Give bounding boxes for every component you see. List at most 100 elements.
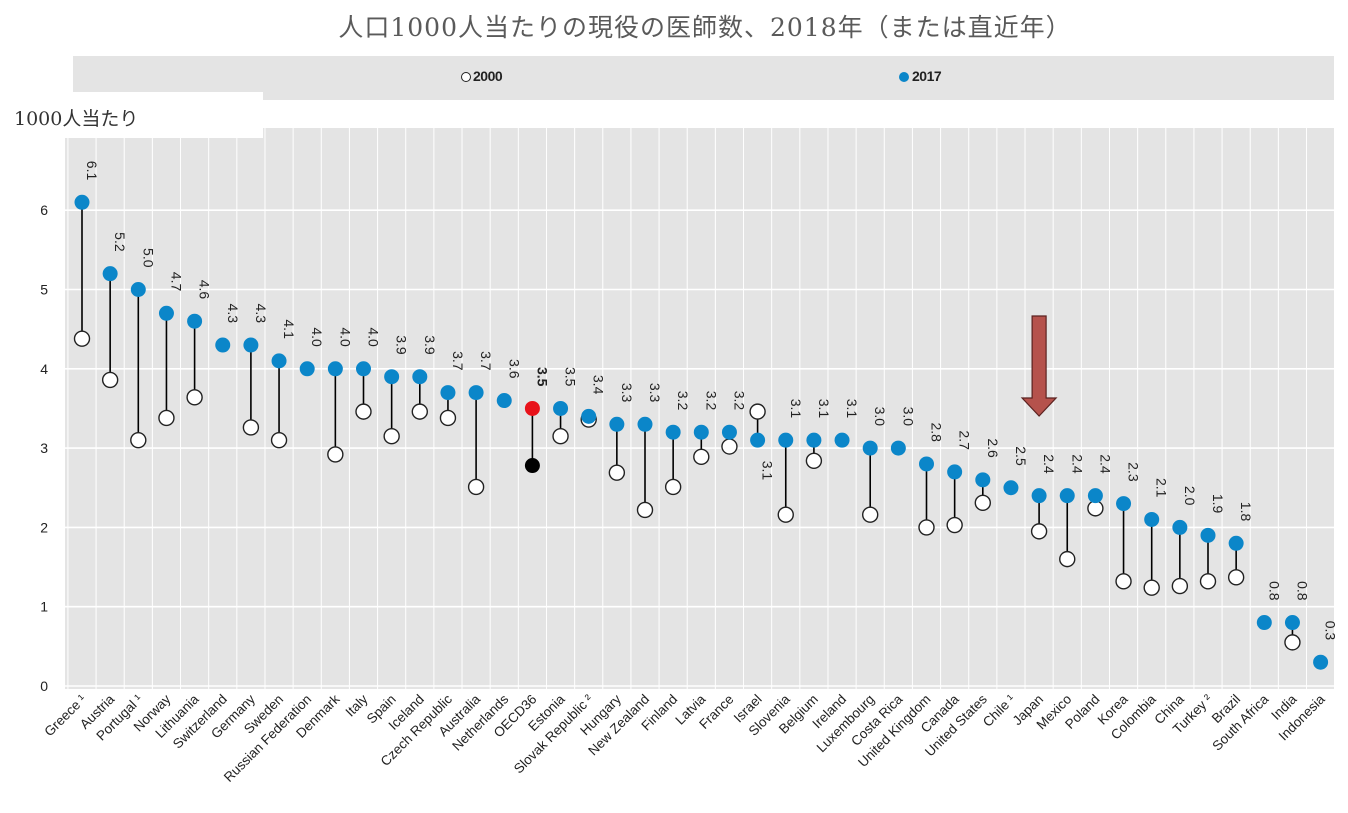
point-2017-poland [1087,488,1103,504]
point-2017-germany [243,337,259,353]
legend-item-2000: 2000 [461,68,503,84]
point-2017-belgium [806,432,822,448]
data-label-japan: 2.4 [1041,454,1057,474]
point-2017-brazil [1228,535,1244,551]
point-2000-australia [467,478,485,496]
data-label-sweden: 4.1 [281,319,297,339]
point-2017-norway [158,305,174,321]
y-tick-label-3: 3 [40,440,48,456]
point-2017-costa-rica [890,440,906,456]
point-2017-israel [750,432,766,448]
point-2017-russian-federation [299,361,315,377]
point-2000-oecd36 [524,458,540,474]
point-2017-indonesia [1313,654,1329,670]
point-2017-canada [947,464,963,480]
data-label-indonesia: 0.3 [1323,621,1339,641]
point-2017-oecd36 [524,400,540,416]
plot-area [65,128,1334,689]
data-label-korea: 2.3 [1126,462,1142,482]
series-2000-markers [73,330,1301,651]
y-tick-label-2: 2 [40,519,48,535]
point-2017-finland [665,424,681,440]
series-2017-markers [74,194,1329,670]
point-2017-slovenia [778,432,794,448]
y-axis-unit-label: 1000人当たり [14,108,139,130]
point-2000-hungary [608,464,626,481]
data-label-italy: 4.0 [366,327,382,347]
data-label-costa-rica: 3.0 [900,407,916,427]
data-label-brazil: 1.8 [1238,502,1254,522]
filled-circle-marker-icon [899,72,909,82]
point-2017-chile [1003,480,1019,496]
data-label-india: 0.8 [1294,581,1310,601]
point-2000-iceland [411,403,428,420]
data-label-slovenia: 3.1 [788,399,804,419]
point-2000-portugal [130,431,147,449]
unit-label-box [0,92,263,138]
point-2017-greece [74,194,90,210]
point-2017-denmark [327,361,343,377]
point-2017-turkey [1200,527,1216,543]
open-circle-marker-icon [461,72,471,82]
data-label-netherlands: 3.6 [506,359,522,379]
data-label-czech-republic: 3.7 [450,351,466,371]
point-2017-colombia [1144,511,1160,527]
point-2017-portugal [130,282,146,297]
point-2017-sweden [271,353,287,369]
point-2017-new-zealand [637,416,653,432]
y-tick-label-5: 5 [40,282,48,298]
data-label-new-zealand: 3.3 [647,383,663,403]
data-label-luxembourg: 3.0 [872,407,888,427]
point-2017-latvia [693,424,709,440]
point-2000-luxembourg [862,506,879,523]
point-2000-germany [242,419,260,436]
data-label-colombia: 2.1 [1154,478,1170,498]
point-2000-denmark [327,446,344,463]
data-label-ireland: 3.1 [844,399,860,419]
legend: 2000 2017 [73,56,1334,100]
point-2000-belgium [805,452,823,469]
point-2017-netherlands [496,393,512,409]
point-2000-china [1171,577,1189,595]
data-labels: 6.1 5.2 5.0 4.7 4.6 4.3 4.3 4.1 4.0 4.0 4.0 3.9 3.9 3… [84,161,1339,641]
data-label-united-kingdom: 2.8 [929,422,945,442]
point-2017-ireland [834,432,850,448]
point-2000-estonia [552,428,569,445]
data-label-hungary: 3.3 [619,383,635,403]
point-2000-colombia [1143,579,1160,596]
data-label-switzerland: 4.3 [225,304,241,324]
gridlines [65,128,1336,689]
point-2017-korea [1116,496,1132,512]
point-2000-new-zealand [636,501,654,519]
y-tick-label-4: 4 [40,361,48,377]
point-2000-greece [73,330,91,347]
data-label-france: 3.2 [731,391,747,411]
point-2000-slovenia [777,506,794,523]
data-label-denmark: 4.0 [337,327,353,347]
point-2000-israel [749,403,766,420]
point-2000-united-kingdom [918,519,935,536]
data-label-slovak-republic: 3.4 [591,375,607,395]
chart-title: 人口1000人当たりの現役の医師数、2018年（または直近年） [338,13,1072,42]
point-2017-mexico [1059,488,1075,504]
point-2017-france [721,424,737,440]
point-2000-italy [355,403,372,420]
data-label-austria: 5.2 [112,232,128,252]
point-2000-czech-republic [439,409,457,427]
y-tick-labels: 0 1 2 3 4 5 6 [40,202,48,694]
data-label-mexico: 2.4 [1069,454,1085,474]
data-label-greece: 6.1 [84,161,100,181]
point-2000-france [721,438,738,455]
japan-arrow-icon [1020,315,1058,417]
point-2000-latvia [693,448,710,466]
y-tick-label-1: 1 [40,599,48,615]
point-2000-india [1284,634,1301,651]
data-label-united-states: 2.6 [985,438,1001,458]
data-label-oecd36: 3.5 [534,367,550,387]
data-label-israel: 3.1 [760,461,776,481]
point-2000-united-states [974,494,991,512]
legend-label-2000: 2000 [473,68,503,84]
data-label-latvia: 3.2 [703,391,719,411]
point-2017-luxembourg [862,440,878,456]
point-2017-lithuania [187,313,203,329]
